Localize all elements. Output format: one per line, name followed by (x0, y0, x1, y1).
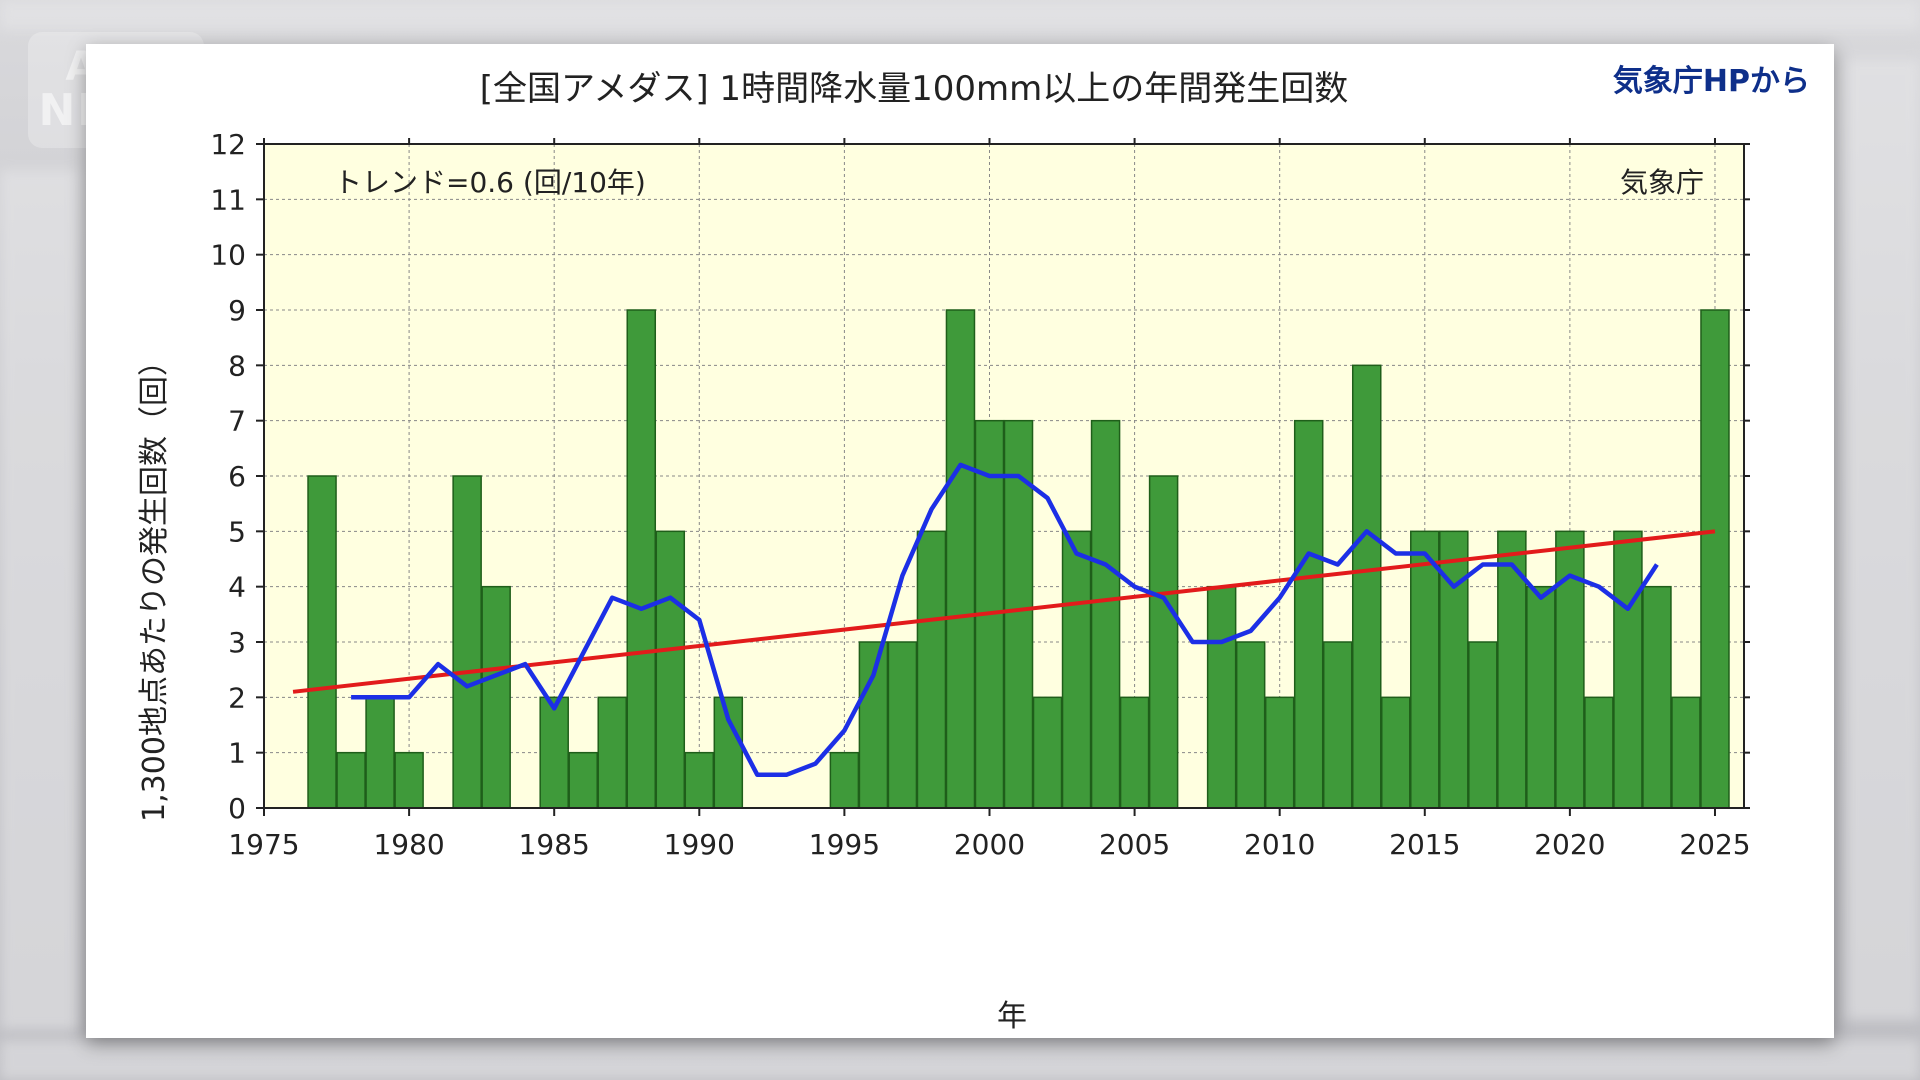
x-tick-label: 1980 (373, 828, 444, 861)
x-tick-label: 2010 (1244, 828, 1315, 861)
y-tick-label: 3 (228, 626, 246, 659)
x-axis-label: 年 (997, 999, 1027, 1034)
trend-line (292, 529, 1716, 694)
bar-2009 (1235, 641, 1266, 809)
bar-2025 (1700, 309, 1730, 809)
bar-1979 (365, 696, 395, 809)
bar-2020 (1555, 530, 1585, 809)
bar-1996 (858, 641, 889, 809)
chart-title: [全国アメダス] 1時間降水量100mm以上の年間発生回数 (480, 69, 1348, 109)
x-tick-label: 2015 (1389, 828, 1460, 861)
y-tick-label: 1 (228, 737, 246, 770)
bar-1987 (597, 696, 627, 809)
bar-1998 (916, 530, 947, 809)
x-tick-label: 1995 (809, 828, 880, 861)
y-tick-label: 7 (228, 405, 246, 438)
x-tick-label: 2000 (954, 828, 1025, 861)
bar-1985 (539, 696, 569, 809)
bar-1983 (481, 585, 511, 809)
bar-2013 (1351, 364, 1382, 809)
y-tick-label: 5 (228, 515, 246, 548)
x-tick-label: 2025 (1679, 828, 1750, 861)
x-tick-label: 1990 (664, 828, 735, 861)
y-tick-label: 8 (228, 349, 246, 382)
bar-2019 (1526, 585, 1556, 809)
source-note: 気象庁HPから (1612, 64, 1810, 99)
bar-1982 (452, 475, 482, 809)
bar-2015 (1410, 530, 1440, 809)
y-axis-label: 1,300地点あたりの発生回数（回） (137, 346, 172, 822)
x-tick-label: 1985 (519, 828, 590, 861)
bar-1999 (945, 309, 976, 809)
y-tick-label: 0 (228, 792, 246, 825)
bar-2014 (1381, 696, 1411, 809)
x-tick-label: 2005 (1099, 828, 1170, 861)
y-tick-label: 9 (228, 294, 246, 327)
trend-annotation: トレンド=0.6 (回/10年) (334, 166, 646, 199)
bar-2004 (1090, 419, 1121, 809)
lines (292, 462, 1716, 778)
bar-2024 (1671, 696, 1701, 809)
source-annotation: 気象庁 (1620, 166, 1704, 199)
bar-1977 (307, 475, 337, 809)
y-tick-label: 12 (210, 128, 246, 161)
bar-1990 (684, 751, 715, 809)
bar-2008 (1206, 585, 1237, 809)
y-tick-label: 6 (228, 460, 246, 493)
bar-2005 (1119, 696, 1150, 809)
x-tick-label: 1975 (228, 828, 299, 861)
y-tick-label: 11 (210, 183, 246, 216)
y-tick-label: 2 (228, 681, 246, 714)
bar-1988 (626, 309, 657, 809)
moving-average-line (351, 462, 1659, 778)
bar-2010 (1264, 696, 1295, 809)
bar-2021 (1584, 696, 1614, 809)
bar-1995 (829, 751, 860, 809)
bar-1986 (568, 751, 598, 809)
bar-2017 (1468, 641, 1498, 809)
y-tick-label: 4 (228, 571, 246, 604)
bar-1997 (887, 641, 918, 809)
bar-2003 (1061, 530, 1092, 809)
bar-2002 (1032, 696, 1063, 809)
bar-2023 (1642, 585, 1672, 809)
bar-2012 (1322, 641, 1353, 809)
bar-1989 (655, 530, 686, 809)
x-tick-label: 2020 (1534, 828, 1605, 861)
bar-2022 (1613, 530, 1643, 809)
chart-card: 気象庁HPから 0 1 2 3 4 5 6 7 8 9 10 11 12 1975 1980 1985 1990… (86, 44, 1834, 1038)
bar-1978 (336, 751, 366, 809)
y-tick-label: 10 (210, 239, 246, 272)
bar-1980 (394, 751, 424, 809)
bar-2006 (1148, 475, 1179, 809)
bar-2011 (1293, 419, 1324, 809)
